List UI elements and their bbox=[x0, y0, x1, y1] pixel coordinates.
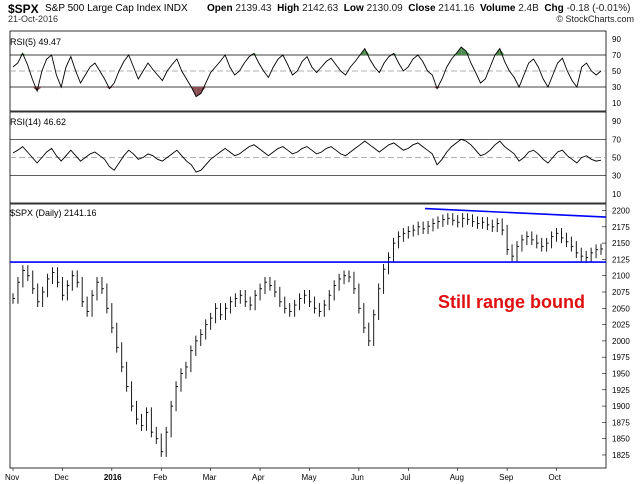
symbol: $SPX bbox=[8, 2, 39, 16]
x-tick-label: 2016 bbox=[104, 473, 122, 482]
rsi14-series-line bbox=[12, 138, 602, 173]
x-tick-label: Sep bbox=[499, 473, 514, 482]
rsi5-shading bbox=[17, 47, 505, 97]
x-axis-labels: Nov Dec 2016 Feb Mar Apr May Jun Jul Aug Sep Oct bbox=[5, 468, 562, 482]
stat-key: Open bbox=[207, 3, 233, 14]
y-tick-label: 70 bbox=[612, 135, 621, 144]
y-tick-label: 30 bbox=[612, 83, 621, 92]
y-tick-label: 50 bbox=[612, 67, 621, 76]
overbought-fill bbox=[461, 47, 467, 55]
price-grid bbox=[602, 210, 606, 456]
price-bars bbox=[12, 213, 603, 457]
overbought-fill bbox=[17, 53, 23, 55]
ohlc-stats: Open 2139.43 High 2142.63 Low 2130.09 Cl… bbox=[207, 3, 630, 14]
y-tick-label: 1825 bbox=[612, 451, 630, 460]
stat-value: 2130.09 bbox=[366, 3, 403, 14]
y-tick-label: 1975 bbox=[612, 353, 630, 362]
oversold-fill bbox=[437, 87, 442, 89]
y-tick-label: 2125 bbox=[612, 255, 630, 264]
stat-key: Close bbox=[408, 3, 436, 14]
rsi5-label: RSI(5) 49.47 bbox=[10, 37, 62, 47]
y-tick-label: 30 bbox=[612, 172, 621, 181]
stat-value: -0.18 (-0.01%) bbox=[566, 3, 631, 14]
stat-value: 2142.63 bbox=[302, 3, 339, 14]
y-tick-label: 2200 bbox=[612, 207, 630, 216]
x-tick-label: Mar bbox=[203, 473, 217, 482]
x-tick-label: Dec bbox=[54, 473, 68, 482]
x-tick-label: Nov bbox=[5, 473, 19, 482]
rsi14-grid bbox=[10, 138, 606, 177]
y-tick-label: 90 bbox=[612, 35, 621, 44]
y-tick-label: 1875 bbox=[612, 418, 630, 427]
y-tick-label: 70 bbox=[612, 51, 621, 60]
stat-value: 2.4B bbox=[518, 3, 539, 14]
y-tick-label: 1925 bbox=[612, 386, 630, 395]
rsi14-tick-labels: 10 30 50 70 90 bbox=[612, 117, 621, 199]
x-tick-label: Oct bbox=[549, 473, 562, 482]
y-tick-label: 2025 bbox=[612, 321, 630, 330]
oversold-fill bbox=[37, 87, 42, 91]
y-tick-label: 2100 bbox=[612, 272, 630, 281]
overbought-fill bbox=[393, 53, 399, 55]
oversold-fill bbox=[432, 87, 438, 89]
y-tick-label: 2150 bbox=[612, 239, 630, 248]
y-tick-label: 1850 bbox=[612, 435, 630, 444]
oversold-fill bbox=[196, 87, 201, 97]
price-panel-label: $SPX (Daily) 2141.16 bbox=[10, 208, 97, 218]
rsi5-series-line bbox=[12, 46, 602, 98]
overbought-fill bbox=[364, 48, 370, 55]
rsi5-tick-labels: 10 30 50 70 90 bbox=[612, 35, 621, 108]
y-tick-label: 2175 bbox=[612, 223, 630, 232]
stat-key: High bbox=[277, 3, 300, 14]
y-tick-label: 2075 bbox=[612, 288, 630, 297]
y-tick-label: 10 bbox=[612, 190, 621, 199]
stat-key: Chg bbox=[544, 3, 564, 14]
overbought-fill bbox=[253, 53, 259, 55]
x-tick-label: Apr bbox=[252, 473, 265, 482]
y-tick-label: 2050 bbox=[612, 304, 630, 313]
range-bound-annotation: Still range bound bbox=[438, 292, 585, 312]
panel-frame bbox=[9, 203, 607, 469]
stat-value: 2141.16 bbox=[438, 3, 475, 14]
overbought-fill bbox=[499, 48, 505, 55]
overbought-fill bbox=[22, 53, 28, 55]
x-tick-label: May bbox=[301, 473, 316, 482]
y-tick-label: 1950 bbox=[612, 369, 630, 378]
upper-range-line bbox=[424, 207, 607, 218]
y-tick-label: 2000 bbox=[612, 337, 630, 346]
x-tick-label: Jun bbox=[351, 473, 364, 482]
y-tick-label: 50 bbox=[612, 154, 621, 163]
y-tick-label: 10 bbox=[612, 99, 621, 108]
stockcharts-logo[interactable]: © StockCharts.com bbox=[556, 14, 634, 24]
index-name: S&P 500 Large Cap Index INDX bbox=[45, 3, 188, 14]
x-tick-label: Aug bbox=[450, 473, 464, 482]
x-tick-label: Feb bbox=[153, 473, 167, 482]
stat-key: Low bbox=[343, 3, 364, 14]
oversold-fill bbox=[104, 87, 110, 89]
rsi14-label: RSI(14) 46.62 bbox=[10, 117, 67, 127]
chart-date: 21-Oct-2016 bbox=[8, 14, 59, 24]
y-tick-label: 1900 bbox=[612, 402, 630, 411]
stat-value: 2139.43 bbox=[235, 3, 272, 14]
x-tick-label: Jul bbox=[400, 473, 410, 482]
stat-key: Volume bbox=[480, 3, 516, 14]
price-tick-labels: 1825 1850 1875 1900 1925 1950 1975 2000 2025 2050… bbox=[612, 207, 630, 460]
y-tick-label: 90 bbox=[612, 117, 621, 126]
